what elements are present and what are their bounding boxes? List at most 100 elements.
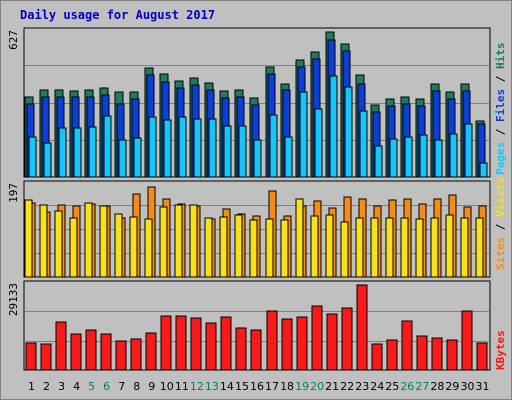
- bar-pages-day-27: [419, 134, 428, 178]
- x-tick-day-29: 29: [445, 380, 459, 393]
- x-tick-day-16: 16: [250, 380, 264, 393]
- y-max-label-kbytes: 29133: [7, 283, 20, 316]
- bar-visits-day-21: [325, 214, 334, 278]
- x-tick-day-14: 14: [220, 380, 234, 393]
- bar-visits-day-27: [415, 218, 424, 278]
- bar-pages-day-18: [284, 136, 293, 178]
- x-tick-day-1: 1: [28, 380, 35, 393]
- bar-visits-day-2: [39, 204, 48, 278]
- x-tick-day-4: 4: [73, 380, 80, 393]
- bar-pages-day-21: [329, 75, 338, 178]
- bar-visits-day-22: [340, 221, 349, 278]
- bar-pages-day-30: [464, 123, 473, 178]
- bar-pages-day-5: [88, 126, 97, 178]
- x-tick-day-23: 23: [355, 380, 369, 393]
- bar-pages-day-6: [103, 115, 112, 178]
- bar-kbytes-day-14: [220, 316, 232, 371]
- x-tick-day-8: 8: [133, 380, 140, 393]
- side-label-kbytes: KBytes: [494, 330, 507, 370]
- bar-pages-day-17: [269, 114, 278, 178]
- x-tick-day-6: 6: [103, 380, 110, 393]
- bar-kbytes-day-5: [85, 329, 97, 371]
- bar-visits-day-24: [370, 217, 379, 278]
- bar-kbytes-day-31: [476, 342, 488, 371]
- side-label-visits: Visits: [494, 177, 507, 217]
- side-label-sites-visits: Sites / Visits: [494, 177, 507, 270]
- bar-kbytes-day-12: [190, 317, 202, 371]
- bar-kbytes-day-10: [160, 315, 172, 371]
- bar-kbytes-day-21: [326, 313, 338, 371]
- x-tick-day-7: 7: [118, 380, 125, 393]
- chart-title: Daily usage for August 2017: [20, 8, 215, 22]
- bar-visits-day-18: [280, 219, 289, 278]
- x-tick-day-22: 22: [340, 380, 354, 393]
- x-tick-day-30: 30: [460, 380, 474, 393]
- x-tick-day-5: 5: [88, 380, 95, 393]
- bar-visits-day-13: [204, 217, 213, 278]
- bar-kbytes-day-13: [205, 322, 217, 371]
- bar-pages-day-16: [253, 139, 262, 178]
- bar-kbytes-day-6: [100, 333, 112, 371]
- x-tick-day-28: 28: [430, 380, 444, 393]
- bar-visits-day-29: [445, 214, 454, 278]
- bar-visits-day-10: [159, 206, 168, 278]
- x-tick-day-13: 13: [205, 380, 219, 393]
- bar-pages-day-12: [193, 118, 202, 178]
- side-label-hits: Hits: [494, 43, 507, 70]
- bar-kbytes-day-27: [416, 335, 428, 371]
- bar-pages-day-22: [344, 86, 353, 178]
- side-label-hits-files-pages: Pages / Files / Hits: [494, 43, 507, 176]
- bar-kbytes-day-30: [461, 310, 473, 371]
- x-tick-day-9: 9: [148, 380, 155, 393]
- bar-kbytes-day-9: [145, 332, 157, 371]
- y-max-label-hits-files-pages: 627: [7, 30, 20, 50]
- bar-visits-day-6: [99, 205, 108, 278]
- bar-kbytes-day-3: [55, 321, 67, 371]
- bar-pages-day-7: [118, 139, 127, 178]
- bar-kbytes-day-20: [311, 305, 323, 371]
- bar-kbytes-day-28: [431, 337, 443, 371]
- bar-pages-day-11: [178, 116, 187, 178]
- bar-pages-day-8: [133, 137, 142, 178]
- bar-pages-day-14: [223, 125, 232, 178]
- bar-kbytes-day-16: [250, 329, 262, 371]
- bar-visits-day-28: [430, 217, 439, 278]
- bar-kbytes-day-22: [341, 307, 353, 371]
- bar-kbytes-day-1: [25, 342, 37, 371]
- x-tick-day-10: 10: [160, 380, 174, 393]
- bar-visits-day-5: [84, 202, 93, 278]
- bar-kbytes-day-24: [371, 343, 383, 371]
- bar-visits-day-15: [234, 214, 243, 278]
- x-tick-day-11: 11: [175, 380, 189, 393]
- bar-visits-day-26: [400, 217, 409, 278]
- bar-visits-day-14: [219, 216, 228, 278]
- y-max-label-sites-visits: 197: [7, 183, 20, 203]
- side-label-kbytes: KBytes: [494, 330, 507, 370]
- bar-kbytes-day-2: [40, 343, 52, 371]
- bar-visits-day-7: [114, 213, 123, 278]
- x-tick-day-24: 24: [370, 380, 384, 393]
- bar-visits-day-4: [69, 217, 78, 278]
- bar-kbytes-day-29: [446, 339, 458, 371]
- bar-visits-day-9: [144, 218, 153, 278]
- bar-pages-day-28: [434, 139, 443, 178]
- bar-kbytes-day-15: [235, 327, 247, 371]
- bar-visits-day-8: [129, 216, 138, 278]
- bar-pages-day-1: [28, 136, 37, 178]
- x-tick-day-12: 12: [190, 380, 204, 393]
- side-label-files: Files: [494, 89, 507, 122]
- bar-kbytes-day-4: [70, 333, 82, 371]
- bar-pages-day-2: [43, 142, 52, 178]
- bar-pages-day-4: [73, 127, 82, 178]
- bar-pages-day-19: [299, 91, 308, 178]
- bar-pages-day-20: [314, 108, 323, 178]
- bar-kbytes-day-19: [296, 316, 308, 371]
- bar-pages-day-13: [208, 118, 217, 178]
- bar-pages-day-23: [359, 110, 368, 178]
- bar-visits-day-11: [174, 204, 183, 278]
- bar-visits-day-1: [24, 199, 33, 278]
- bar-pages-day-15: [238, 125, 247, 178]
- bar-kbytes-day-11: [175, 315, 187, 371]
- bar-pages-day-29: [449, 133, 458, 178]
